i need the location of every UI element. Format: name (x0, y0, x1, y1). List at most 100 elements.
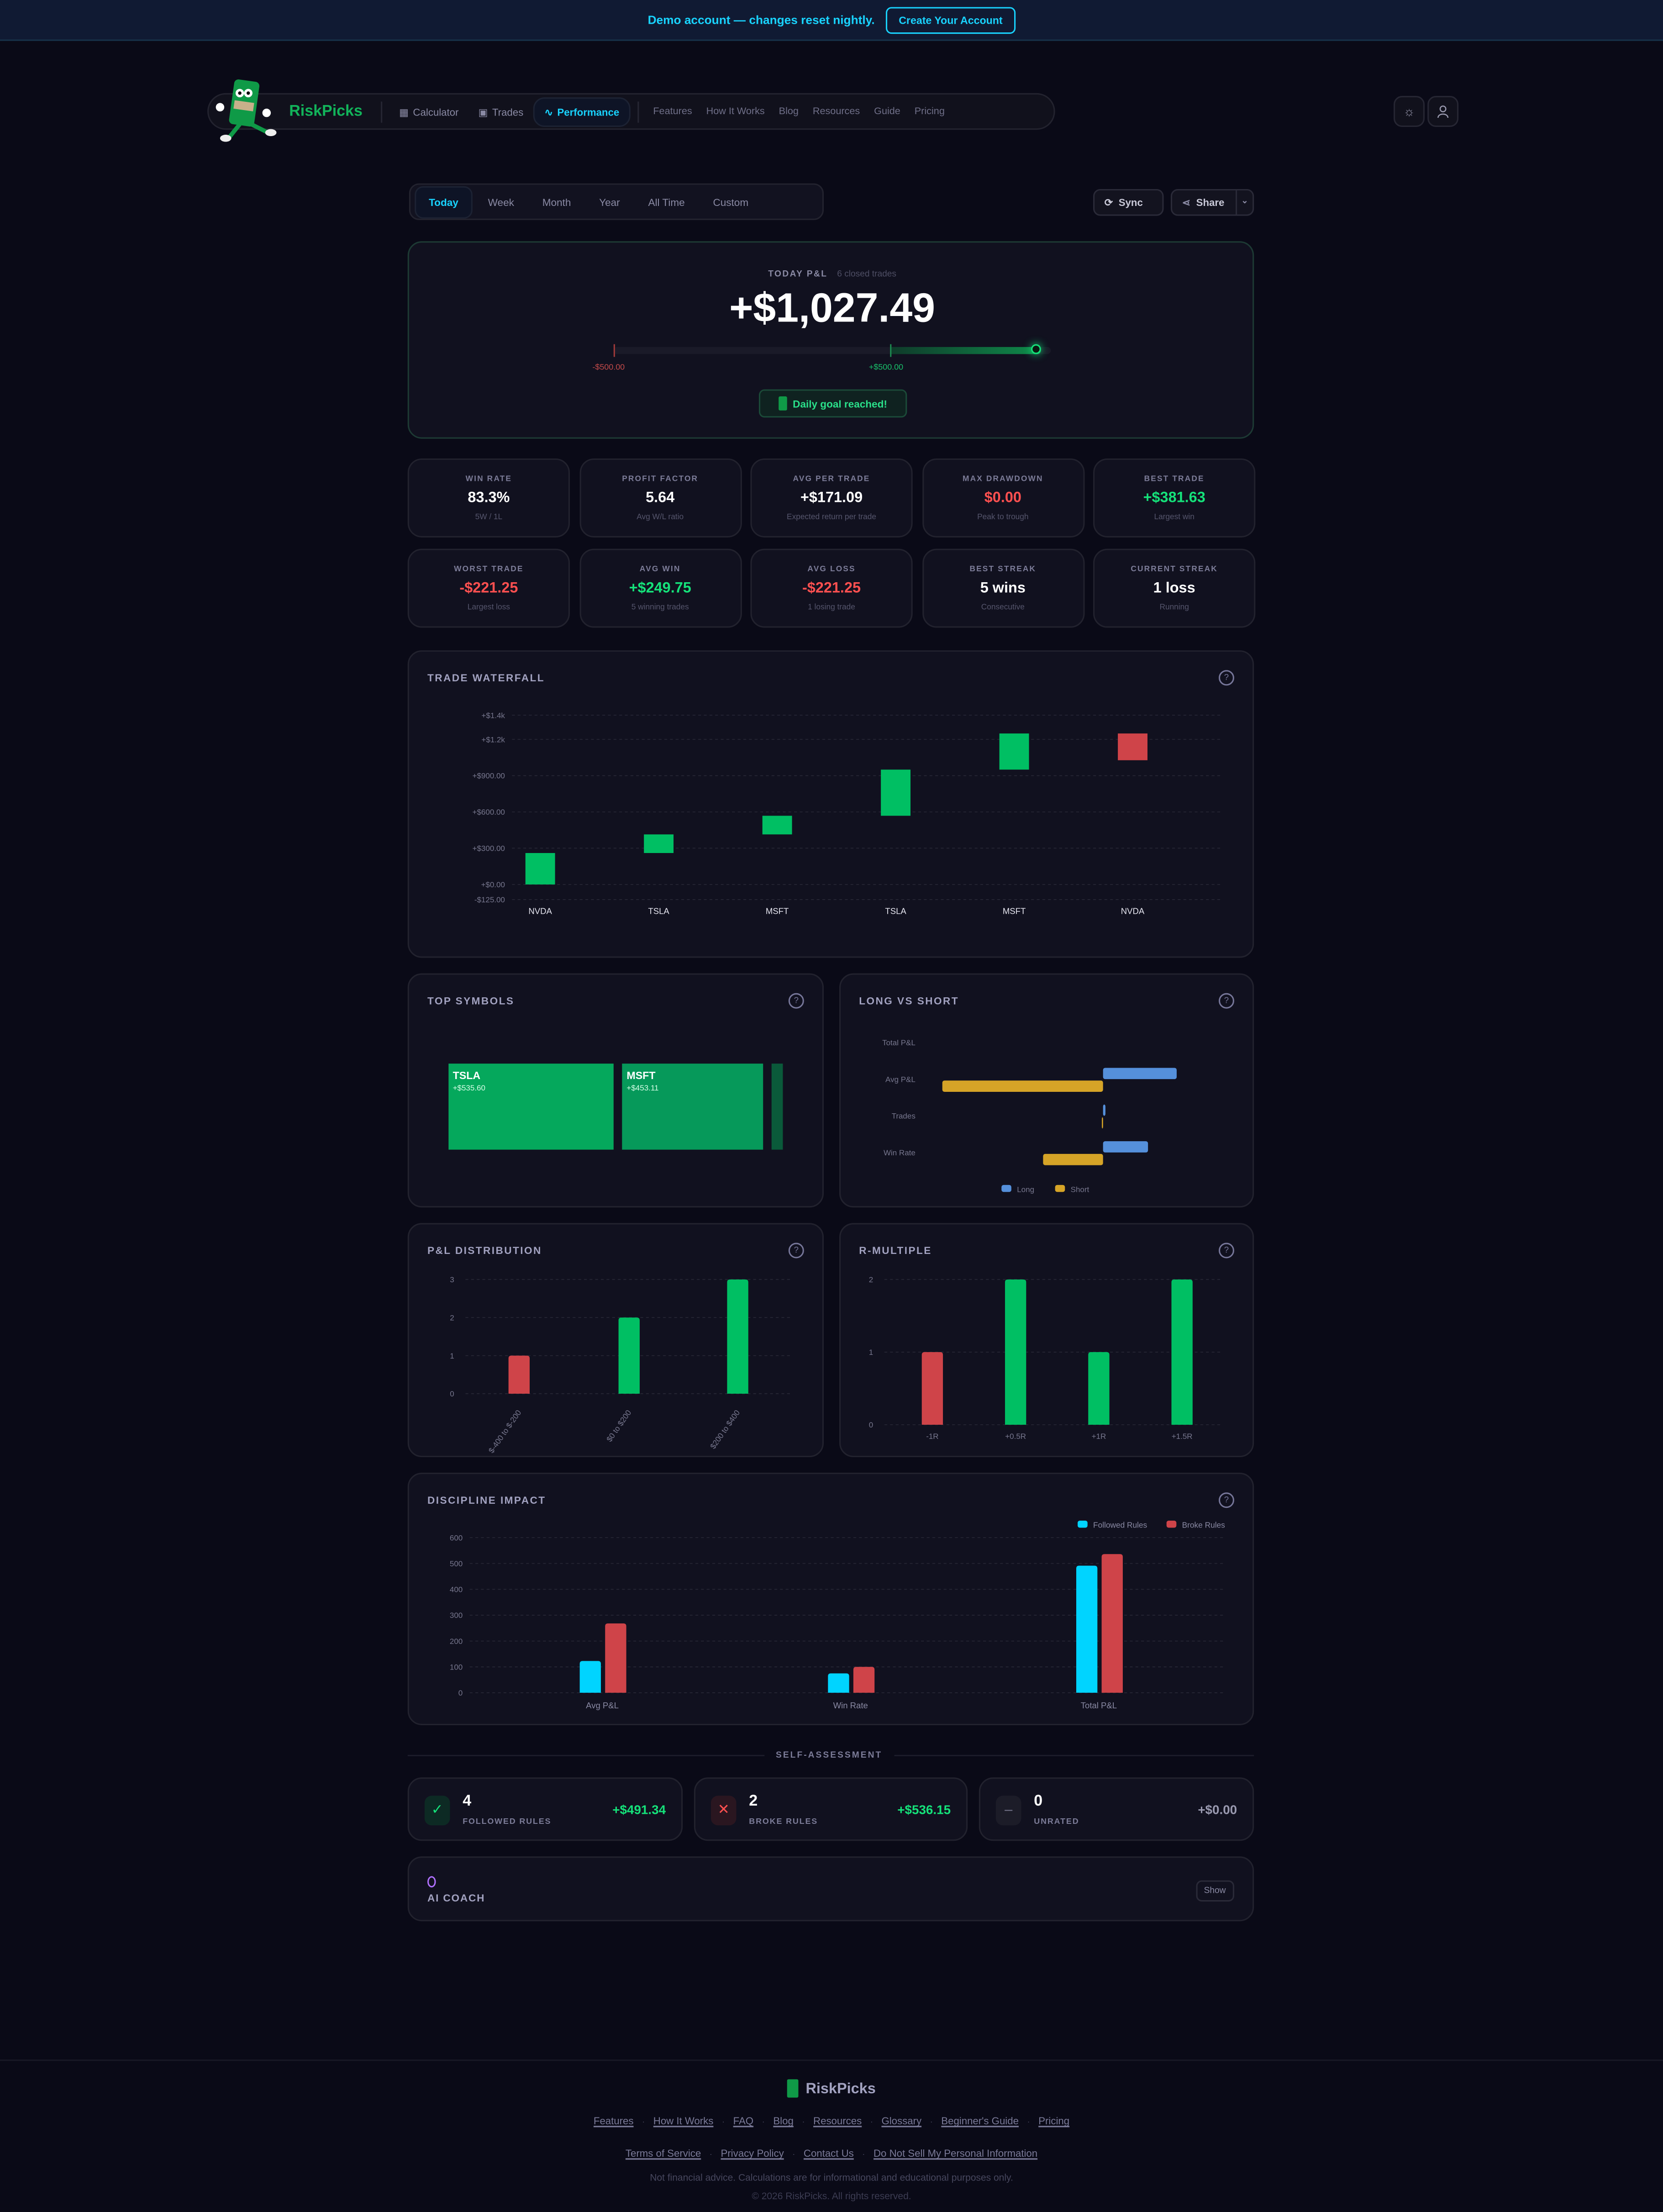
help-icon[interactable]: ? (788, 993, 804, 1009)
treemap-cell-msft[interactable]: MSFT +$453.11 (622, 1064, 763, 1150)
tab-month[interactable]: Month (542, 195, 571, 208)
tab-all-time[interactable]: All Time (648, 195, 685, 208)
footer-link-resources[interactable]: Resources (813, 2114, 862, 2128)
short-bar[interactable] (942, 1080, 1103, 1092)
broke-rules-bar[interactable] (853, 1667, 875, 1693)
footer-link-terms-of-service[interactable]: Terms of Service (625, 2147, 701, 2160)
help-icon[interactable]: ? (1218, 670, 1234, 686)
footer-link-features[interactable]: Features (593, 2114, 634, 2128)
short-bar[interactable] (1102, 1117, 1103, 1129)
footer-brand[interactable]: RiskPicks (0, 2079, 1663, 2098)
legend-swatch (1078, 1521, 1088, 1528)
stat-value: -$221.25 (459, 579, 518, 597)
chevron-down-icon[interactable]: ⌄ (1235, 190, 1253, 215)
y-tick-label: 1 (869, 1348, 873, 1357)
nav-link-blog[interactable]: Blog (779, 106, 799, 116)
waterfall-bar[interactable] (999, 733, 1029, 770)
tab-week[interactable]: Week (488, 195, 514, 208)
bar[interactable] (921, 1352, 943, 1425)
mascot-logo[interactable] (209, 76, 282, 144)
followed-rules-bar[interactable] (579, 1661, 601, 1693)
footer-link-blog[interactable]: Blog (773, 2114, 794, 2128)
brand-name[interactable]: RiskPicks (289, 103, 363, 120)
tab-year[interactable]: Year (599, 195, 620, 208)
tab-today[interactable]: Today (415, 185, 473, 218)
nav-link-features[interactable]: Features (653, 106, 692, 116)
unrated-card[interactable]: – 0 UNRATED +$0.00 (979, 1777, 1254, 1841)
footer-link-do-not-sell-my-personal-information[interactable]: Do Not Sell My Personal Information (874, 2147, 1038, 2160)
treemap-cell-tsla[interactable]: TSLA +$535.60 (448, 1064, 614, 1150)
x-tick-label: TSLA (648, 906, 669, 916)
followed-rules-bar[interactable] (828, 1673, 849, 1693)
help-icon[interactable]: ? (788, 1243, 804, 1259)
ai-coach-show-button[interactable]: Show (1195, 1880, 1234, 1902)
footer-link-privacy-policy[interactable]: Privacy Policy (721, 2147, 784, 2160)
account-button[interactable] (1427, 96, 1459, 127)
footer-link-faq[interactable]: FAQ (733, 2114, 754, 2128)
stat-value: 1 loss (1153, 579, 1195, 597)
broke-rules-bar[interactable] (605, 1623, 626, 1693)
y-tick-label: 2 (450, 1313, 454, 1322)
bar[interactable] (1005, 1279, 1026, 1425)
followed-rules-card[interactable]: ✓ 4 FOLLOWED RULES +$491.34 (407, 1777, 683, 1841)
footer-link-contact-us[interactable]: Contact Us (803, 2147, 854, 2160)
min-label: -$500.00 (592, 363, 625, 373)
nav-calculator[interactable]: ▦ Calculator (389, 98, 468, 125)
help-icon[interactable]: ? (1218, 993, 1234, 1009)
footer-link-glossary[interactable]: Glossary (881, 2114, 922, 2128)
bar[interactable] (508, 1355, 530, 1394)
theme-toggle-button[interactable]: ☼ (1394, 96, 1425, 127)
bar[interactable] (1088, 1352, 1110, 1425)
broke-rules-bar[interactable] (1101, 1554, 1123, 1693)
separator-dot: · (642, 2118, 645, 2128)
long-bar[interactable] (1103, 1068, 1177, 1080)
y-category-label: Avg P&L (885, 1075, 916, 1084)
help-icon[interactable]: ? (1218, 1243, 1234, 1259)
waterfall-bar[interactable] (881, 769, 911, 816)
y-category-label: Trades (892, 1112, 916, 1121)
long-bar[interactable] (1103, 1141, 1148, 1153)
waterfall-bar[interactable] (644, 834, 674, 853)
bar[interactable] (618, 1317, 640, 1394)
help-icon[interactable]: ? (1218, 1492, 1234, 1508)
tab-custom[interactable]: Custom (713, 195, 749, 208)
x-tick-label: MSFT (1003, 906, 1026, 916)
share-button[interactable]: ⋖ Share ⌄ (1170, 189, 1254, 216)
treemap-cell-nvda[interactable] (771, 1064, 783, 1150)
nav-link-resources[interactable]: Resources (812, 106, 860, 116)
unrated-count: 0 (1034, 1793, 1043, 1810)
create-account-button[interactable]: Create Your Account (886, 6, 1016, 33)
treemap-symbol: TSLA (453, 1069, 481, 1082)
bar[interactable] (727, 1279, 748, 1394)
nav-link-how-it-works[interactable]: How It Works (706, 106, 765, 116)
footer-link-pricing[interactable]: Pricing (1038, 2114, 1070, 2128)
discipline-impact-card: DISCIPLINE IMPACT ? 0 100 200 300 400 500 600 A… (407, 1473, 1254, 1725)
waterfall-bar[interactable] (525, 853, 555, 885)
long-bar[interactable] (1103, 1104, 1105, 1116)
followed-rules-bar[interactable] (1076, 1565, 1098, 1693)
stat-card-avg-per-trade: AVG PER TRADE +$171.09 Expected return per… (750, 458, 913, 537)
stat-card-current-streak: CURRENT STREAK 1 loss Running (1093, 548, 1256, 628)
waterfall-bar[interactable] (762, 816, 792, 835)
unrated-amount: +$0.00 (1198, 1802, 1237, 1817)
daily-goal-badge: Daily goal reached! (758, 389, 907, 418)
separator-dot: · (709, 2151, 712, 2160)
main-nav: RiskPicks ▦ Calculator ▣ Trades ∿ Performan… (207, 93, 1055, 130)
nav-link-guide[interactable]: Guide (874, 106, 900, 116)
footer-link-how-it-works[interactable]: How It Works (653, 2114, 714, 2128)
waterfall-bar[interactable] (1118, 733, 1147, 760)
bar[interactable] (1171, 1279, 1193, 1425)
footer-link-beginner-s-guide[interactable]: Beginner's Guide (941, 2114, 1019, 2128)
broke-count: 2 (749, 1793, 758, 1810)
card-title: P&L DISTRIBUTION (427, 1244, 542, 1257)
today-pnl-card: TODAY P&L 6 closed trades +$1,027.49 -$5… (407, 241, 1254, 439)
nav-trades[interactable]: ▣ Trades (468, 98, 533, 125)
broke-rules-card[interactable]: ✕ 2 BROKE RULES +$536.15 (694, 1777, 968, 1841)
x-tick-label: Avg P&L (586, 1701, 619, 1710)
goal-label: +$500.00 (868, 363, 904, 373)
nav-performance[interactable]: ∿ Performance (533, 96, 631, 126)
sync-button[interactable]: ⟳ Sync (1093, 189, 1164, 216)
short-bar[interactable] (1043, 1153, 1103, 1165)
stat-subtext: 5 winning trades (631, 604, 689, 612)
nav-link-pricing[interactable]: Pricing (914, 106, 945, 116)
